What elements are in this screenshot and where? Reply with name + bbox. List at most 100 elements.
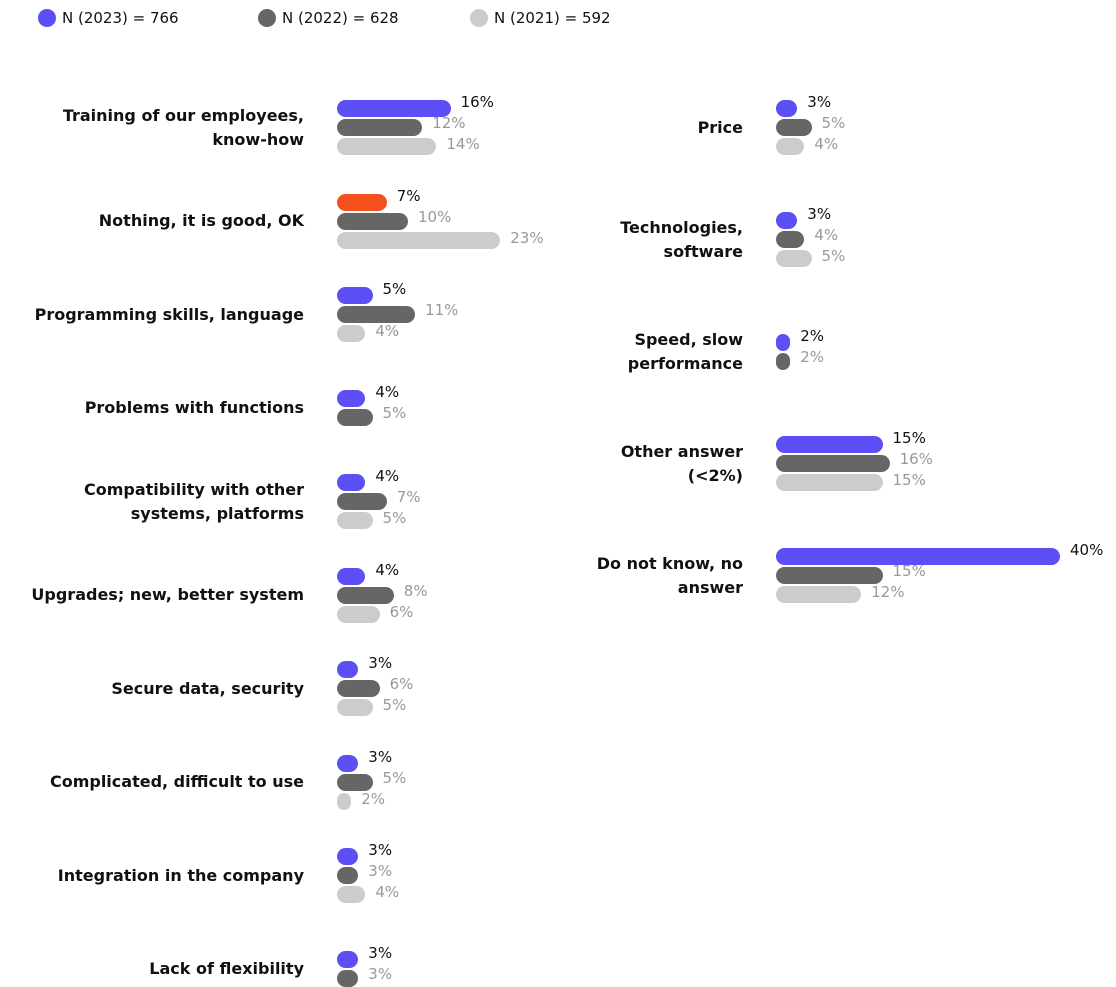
legend-marker	[38, 9, 56, 27]
bar	[337, 867, 359, 884]
bar	[337, 951, 359, 968]
value-label: 3%	[368, 862, 393, 880]
value-label: 15%	[892, 562, 926, 580]
bar	[337, 848, 359, 865]
value-label: 2%	[361, 789, 385, 808]
bar	[337, 409, 373, 426]
bar	[337, 661, 359, 678]
value-label: 6%	[389, 602, 414, 621]
value-label: 5%	[821, 114, 846, 132]
category-label: Compatibility with other systems, platfo…	[84, 479, 304, 523]
bar	[337, 287, 373, 304]
category-label: Training of our employees, know-how	[62, 105, 304, 149]
value-label: 12%	[432, 114, 466, 132]
value-label: 7%	[396, 488, 421, 506]
value-label: 40%	[1070, 541, 1104, 559]
category-label: Do not know, no answer	[596, 553, 743, 597]
value-label: 4%	[375, 383, 400, 401]
category-label: Problems with functions	[84, 398, 304, 417]
category-label: Technologies, software	[620, 217, 743, 261]
bar	[337, 306, 416, 323]
bar	[337, 754, 359, 772]
bar	[776, 586, 862, 603]
value-label: 5%	[382, 768, 407, 787]
category-label: Other answer (<2%)	[620, 441, 743, 485]
value-label: 23%	[510, 228, 544, 247]
category-label: Nothing, it is good, OK	[98, 211, 304, 230]
category-label: Upgrades; new, better system	[31, 585, 304, 604]
bar	[337, 231, 501, 249]
value-label: 3%	[368, 654, 393, 672]
bar	[337, 493, 387, 510]
value-label: 16%	[460, 93, 494, 111]
value-label: 3%	[368, 747, 393, 766]
value-label: 15%	[892, 471, 926, 489]
bar	[776, 231, 805, 248]
bar	[337, 970, 359, 987]
category-label: Lack of flexibility	[149, 959, 304, 978]
legend-marker	[470, 9, 488, 27]
value-label: 5%	[382, 509, 407, 527]
value-label: 4%	[375, 560, 400, 579]
value-label: 4%	[375, 883, 400, 901]
bar	[337, 212, 408, 230]
legend-label: N (2022) = 628	[282, 9, 399, 27]
category-label: Programming skills, language	[34, 304, 304, 324]
bar	[776, 100, 798, 117]
value-label: 16%	[899, 450, 933, 468]
value-label: 3%	[368, 841, 393, 859]
bar	[337, 886, 366, 903]
value-label: 5%	[382, 696, 407, 714]
category-label: Integration in the company	[57, 865, 304, 885]
value-label: 14%	[446, 135, 480, 153]
bar	[776, 119, 812, 136]
legend-label: N (2023) = 766	[62, 9, 179, 27]
value-label: 6%	[389, 675, 414, 693]
bar	[337, 119, 423, 136]
bar	[337, 567, 366, 585]
bar	[776, 212, 798, 229]
value-label: 10%	[418, 207, 452, 226]
value-label: 5%	[382, 404, 407, 422]
bar	[776, 567, 883, 584]
value-label: 4%	[814, 226, 839, 244]
bar	[776, 436, 883, 453]
bar	[337, 474, 366, 491]
category-label: Price	[697, 117, 743, 137]
bar	[337, 586, 394, 604]
category-label: Complicated, difficult to use	[49, 772, 304, 791]
value-label: 11%	[425, 301, 459, 319]
bar	[337, 699, 373, 716]
bar	[337, 193, 387, 211]
value-label: 8%	[403, 581, 428, 600]
bar	[337, 680, 380, 697]
bar	[776, 455, 890, 472]
legend-marker	[258, 9, 276, 27]
bar	[337, 773, 373, 791]
category-label: Secure data, security	[111, 678, 304, 698]
bar	[776, 474, 883, 491]
bar	[776, 250, 812, 267]
legend-label: N (2021) = 592	[494, 9, 611, 27]
value-label: 15%	[892, 429, 926, 447]
bar	[337, 325, 366, 342]
value-label: 4%	[375, 467, 400, 485]
value-label: 5%	[382, 280, 407, 298]
bar	[337, 605, 380, 623]
bar	[337, 100, 451, 117]
value-label: 12%	[871, 583, 905, 601]
bar	[776, 138, 805, 155]
category-label: Speed, slow performance	[627, 329, 743, 373]
bar	[337, 792, 352, 810]
bar	[337, 512, 373, 529]
bar	[337, 138, 437, 155]
value-label: 7%	[396, 186, 421, 205]
bar	[776, 548, 1060, 565]
value-label: 3%	[807, 205, 832, 223]
value-label: 3%	[807, 93, 832, 111]
value-label: 4%	[814, 135, 839, 153]
bar	[337, 390, 366, 407]
value-label: 2%	[800, 326, 824, 345]
value-label: 5%	[821, 247, 846, 265]
